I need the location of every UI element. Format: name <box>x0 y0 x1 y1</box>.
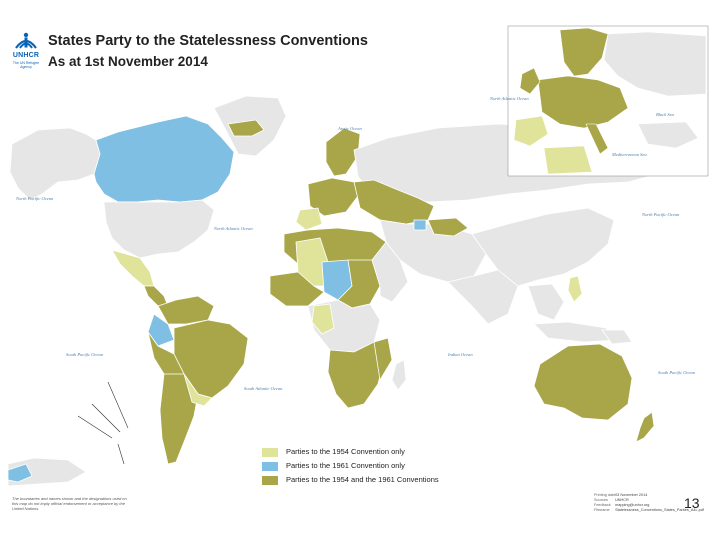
ocean-label-north-atlantic: North Atlantic Ocean <box>213 226 253 231</box>
inset-label-mediterranean: Mediterranean Sea <box>611 152 647 157</box>
inset-scandinavia <box>559 27 609 77</box>
region-western-europe <box>307 177 359 217</box>
ocean-labels: North Pacific Ocean North Pacific Ocean … <box>15 96 696 391</box>
legend-swatch-1954-only <box>262 448 278 457</box>
region-papua-new-guinea <box>601 329 633 345</box>
region-madagascar <box>391 359 407 391</box>
inset-iberia <box>513 115 549 147</box>
callout-line <box>77 415 113 439</box>
ocean-label-south-atlantic: South Atlantic Ocean <box>244 386 283 391</box>
legend-swatch-both <box>262 476 278 485</box>
legend-label-1954-only: Parties to the 1954 Convention only <box>286 447 405 456</box>
callout-line <box>107 381 129 429</box>
region-iberia <box>295 207 323 231</box>
region-southern-africa <box>327 341 385 409</box>
region-west-africa <box>269 271 325 307</box>
region-southeast-asia <box>527 283 565 321</box>
region-azerbaijan <box>413 219 427 231</box>
ocean-label-indian: Indian Ocean <box>447 352 473 357</box>
meta-value: 03 November 2014 <box>615 493 648 497</box>
region-australia <box>533 343 633 421</box>
unhcr-logo: UNHCR The UN Refugee Agency <box>10 30 42 76</box>
europe-inset <box>507 25 709 177</box>
page-number: 13 <box>684 495 700 511</box>
region-usa <box>103 199 215 259</box>
region-congo <box>311 303 335 335</box>
region-canada <box>93 115 235 203</box>
region-arctic-islands <box>227 119 265 137</box>
region-new-zealand <box>635 411 655 443</box>
meta-value: UNHCR <box>615 498 629 502</box>
unhcr-emblem-icon <box>15 32 37 49</box>
ocean-label-north-pacific-east: North Pacific Ocean <box>641 212 680 217</box>
world-map: North Pacific Ocean North Pacific Ocean … <box>8 25 709 487</box>
inset-label-black-sea: Black Sea <box>656 112 675 117</box>
region-caribbean-inset-land <box>8 457 87 487</box>
meta-row-printing-date: Printing date 03 November 2014 <box>594 493 704 498</box>
pacific-callouts <box>77 381 129 465</box>
meta-key: Filename <box>594 508 610 512</box>
map-disclaimer: The boundaries and names shown and the d… <box>12 496 127 511</box>
legend-label-both: Parties to the 1954 and the 1961 Convent… <box>286 475 439 484</box>
legend-swatch-1961-only <box>262 462 278 471</box>
inset-italy <box>585 123 609 155</box>
map-title: States Party to the Statelessness Conven… <box>48 33 368 49</box>
meta-key: Sources <box>594 498 608 502</box>
meta-row-sources: Sources UNHCR <box>594 498 704 503</box>
meta-key: Feedback <box>594 503 611 507</box>
region-northern-south-america <box>157 295 215 325</box>
organization-tagline: The UN Refugee Agency <box>12 61 40 69</box>
region-scandinavia <box>325 127 361 177</box>
region-east-asia <box>471 207 615 287</box>
inset-western-europe <box>537 75 629 129</box>
region-south-asia <box>447 269 519 325</box>
ocean-label-south-pacific-east: South Pacific Ocean <box>658 370 696 375</box>
region-philippines <box>567 275 583 303</box>
region-eastern-europe <box>353 179 435 225</box>
region-central-america <box>143 285 169 307</box>
land-masses <box>8 95 669 487</box>
region-horn-of-africa <box>371 241 409 303</box>
inset-turkey <box>637 121 699 149</box>
ocean-label-north-pacific-west: North Pacific Ocean <box>15 196 54 201</box>
meta-row-filename: Filename Statelessness_Conventions_State… <box>594 508 704 513</box>
map-subtitle: As at 1st November 2014 <box>48 54 208 69</box>
ocean-label-arctic: Arctic Ocean <box>337 126 362 131</box>
inset-north-africa <box>543 145 593 175</box>
meta-row-feedback: Feedback mapping@unhcr.org <box>594 503 704 508</box>
meta-value: Statelessness_Conventions_States_Parties… <box>615 508 704 512</box>
ocean-label-south-pacific-west: South Pacific Ocean <box>66 352 104 357</box>
region-mozambique <box>373 337 393 382</box>
region-caribbean-inset-party <box>8 463 33 483</box>
region-north-america-west <box>9 127 101 201</box>
inset-label-north-atlantic: North Atlantic Ocean <box>489 96 529 101</box>
inset-russia <box>603 31 707 97</box>
region-turkmenistan <box>427 217 469 237</box>
legend-label-1961-only: Parties to the 1961 Convention only <box>286 461 405 470</box>
meta-value: mapping@unhcr.org <box>615 503 650 507</box>
inset-uk <box>519 67 541 95</box>
organization-name: UNHCR <box>12 52 40 59</box>
map-metadata: Printing date 03 November 2014 Sources U… <box>594 493 704 513</box>
region-colombia <box>147 313 175 347</box>
meta-key: Printing date <box>594 493 616 497</box>
callout-line <box>117 443 125 465</box>
region-paraguay <box>183 373 213 407</box>
callout-line <box>91 403 121 433</box>
